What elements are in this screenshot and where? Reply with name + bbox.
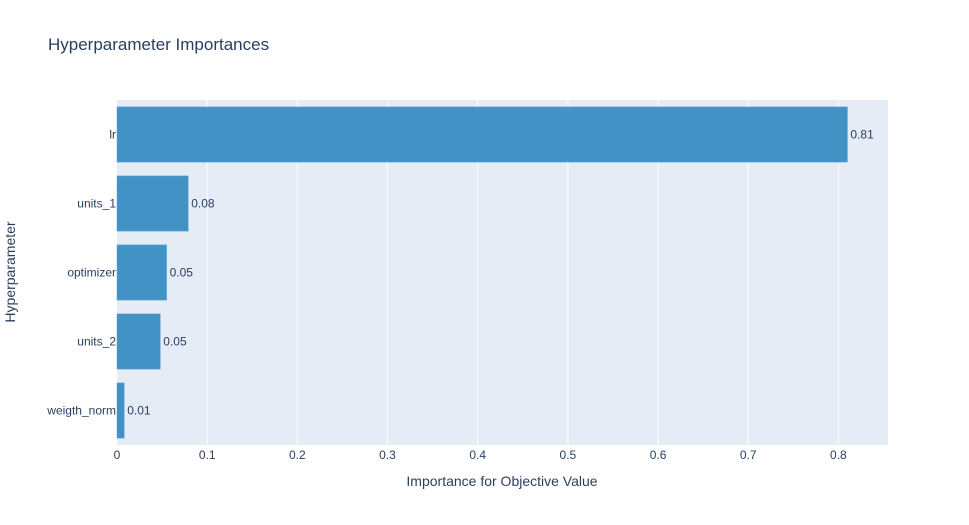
bar-lr[interactable] — [116, 106, 848, 163]
bar-value-label: 0.08 — [191, 197, 215, 211]
y-tick-label: units_1 — [77, 197, 116, 211]
y-tick-label: units_2 — [77, 335, 116, 349]
bar-value-label: 0.05 — [163, 335, 187, 349]
x-tick-label: 0.5 — [560, 448, 577, 462]
y-axis-title: Hyperparameter — [2, 221, 18, 322]
x-tick-label: 0.7 — [740, 448, 757, 462]
x-tick-label: 0.2 — [289, 448, 306, 462]
y-tick-label: lr — [109, 128, 116, 142]
bar-value-label: 0.05 — [170, 266, 194, 280]
bars — [116, 106, 848, 439]
y-tick-label: optimizer — [67, 266, 116, 280]
bar-value-labels: 0.81 0.08 0.05 0.05 0.01 — [127, 128, 874, 418]
x-tick-label: 0.1 — [199, 448, 216, 462]
bar-units-2[interactable] — [116, 313, 161, 370]
x-tick-label: 0 — [114, 448, 121, 462]
y-tick-label: weigth_norm — [46, 404, 116, 418]
x-tick-label: 0.4 — [469, 448, 486, 462]
chart-title: Hyperparameter Importances — [48, 35, 269, 54]
bar-units-1[interactable] — [116, 175, 189, 232]
x-tick-label: 0.8 — [830, 448, 847, 462]
y-tick-labels: lr units_1 optimizer units_2 weigth_norm — [46, 128, 116, 418]
bar-weigth-norm[interactable] — [116, 382, 125, 439]
x-tick-labels: 0 0.1 0.2 0.3 0.4 0.5 0.6 0.7 0.8 — [114, 448, 847, 462]
x-axis-title: Importance for Objective Value — [406, 473, 597, 489]
bar-value-label: 0.81 — [850, 128, 874, 142]
bar-value-label: 0.01 — [127, 404, 151, 418]
bar-optimizer[interactable] — [116, 244, 167, 301]
x-tick-label: 0.3 — [379, 448, 396, 462]
x-tick-label: 0.6 — [650, 448, 667, 462]
